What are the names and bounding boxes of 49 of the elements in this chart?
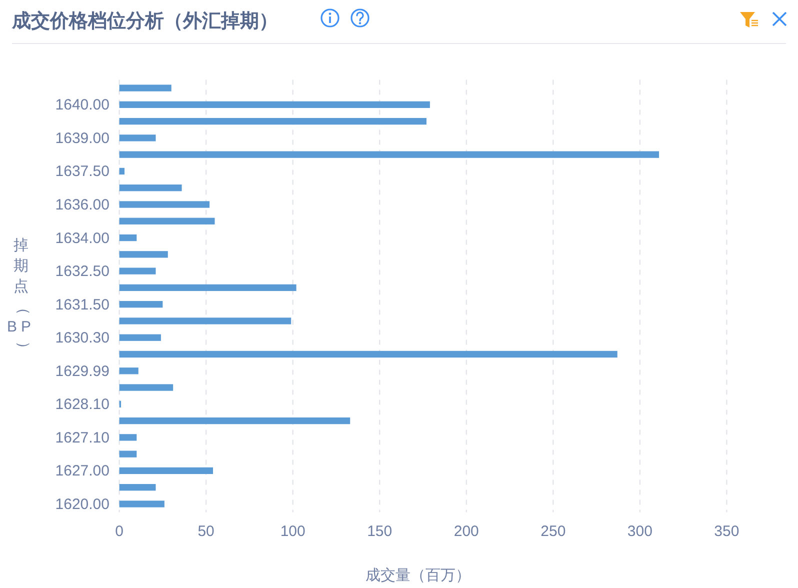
y-tick-label: 1620.00 xyxy=(55,496,110,513)
y-tick-label: 1639.00 xyxy=(55,130,110,147)
bar xyxy=(119,234,137,242)
bar xyxy=(119,251,168,258)
x-axis-title: 成交量（百万） xyxy=(366,567,470,584)
bar xyxy=(119,467,214,474)
x-tick-label: 150 xyxy=(367,523,392,540)
bar xyxy=(119,118,426,125)
bar xyxy=(119,484,156,491)
y-tick-label: 1629.99 xyxy=(55,362,110,380)
bar xyxy=(119,151,660,158)
bar xyxy=(119,500,164,508)
bar xyxy=(119,101,430,108)
y-tick-label: 1640.00 xyxy=(55,96,110,114)
y-axis-title: 掉期点（BP） xyxy=(6,237,36,356)
bar xyxy=(119,384,174,391)
x-tick-label: 200 xyxy=(454,523,479,540)
bar xyxy=(119,334,161,341)
x-tick-label: 0 xyxy=(115,523,124,540)
y-tick-label: 1631.50 xyxy=(55,296,110,314)
bar xyxy=(119,417,350,424)
y-tick-label: 1627.00 xyxy=(55,462,110,480)
x-tick-label: 100 xyxy=(280,523,306,540)
y-tick-label: 1636.00 xyxy=(55,196,110,214)
chart-title: 成交价格档位分析（外汇掉期） xyxy=(11,10,278,32)
bar xyxy=(119,268,156,274)
y-tick-label: 1634.00 xyxy=(55,230,110,247)
y-tick-label: 1628.10 xyxy=(55,396,110,414)
bar xyxy=(119,201,210,208)
bar xyxy=(119,168,125,175)
x-tick-label: 300 xyxy=(627,523,652,540)
bar xyxy=(119,184,182,192)
x-tick-label: 50 xyxy=(198,523,214,540)
y-tick-label: 1632.50 xyxy=(55,263,110,280)
x-tick-label: 350 xyxy=(714,523,740,540)
y-tick-label: 1630.30 xyxy=(55,330,110,347)
bar xyxy=(119,318,292,324)
x-tick-label: 250 xyxy=(540,523,566,540)
bar xyxy=(119,134,156,142)
bar xyxy=(119,300,163,308)
bar xyxy=(119,434,137,441)
bar xyxy=(119,368,138,374)
bar xyxy=(119,350,618,358)
y-tick-label: 1637.50 xyxy=(55,163,110,180)
bar xyxy=(119,218,215,224)
bar xyxy=(119,284,296,292)
bar xyxy=(119,450,137,458)
bar xyxy=(119,84,172,92)
y-tick-label: 1627.10 xyxy=(55,429,110,446)
